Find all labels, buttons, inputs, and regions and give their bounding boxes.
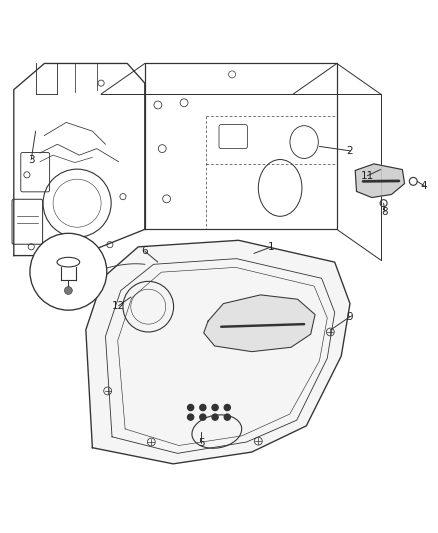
Text: 6: 6 [141,246,148,256]
Polygon shape [86,240,350,464]
Circle shape [224,414,230,420]
Circle shape [64,287,72,294]
Circle shape [212,405,218,410]
Text: 8: 8 [381,207,388,217]
Text: 10: 10 [81,263,95,273]
Circle shape [187,405,194,410]
Circle shape [200,405,206,410]
Circle shape [30,233,107,310]
Circle shape [212,414,218,420]
Text: 12: 12 [112,301,125,311]
Text: 11: 11 [361,171,374,181]
Text: 9: 9 [346,312,353,322]
Circle shape [200,414,206,420]
Text: 7: 7 [50,258,57,268]
Text: 2: 2 [346,146,353,156]
Circle shape [224,405,230,410]
Polygon shape [355,164,405,198]
Polygon shape [204,295,315,352]
Text: 5: 5 [198,438,205,448]
Text: 1: 1 [268,242,275,252]
Text: 4: 4 [421,181,427,191]
Text: 3: 3 [28,155,35,165]
Circle shape [187,414,194,420]
